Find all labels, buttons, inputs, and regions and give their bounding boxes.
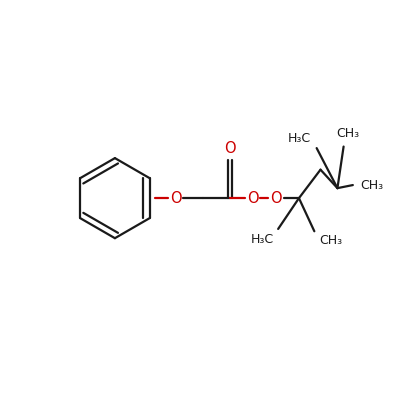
Text: CH₃: CH₃ bbox=[320, 234, 343, 247]
Text: O: O bbox=[270, 191, 282, 206]
Text: O: O bbox=[170, 191, 182, 206]
Text: H₃C: H₃C bbox=[288, 132, 311, 145]
Text: CH₃: CH₃ bbox=[337, 127, 360, 140]
Text: H₃C: H₃C bbox=[251, 233, 274, 246]
Text: O: O bbox=[224, 141, 236, 156]
Text: O: O bbox=[247, 191, 258, 206]
Text: CH₃: CH₃ bbox=[360, 178, 383, 192]
